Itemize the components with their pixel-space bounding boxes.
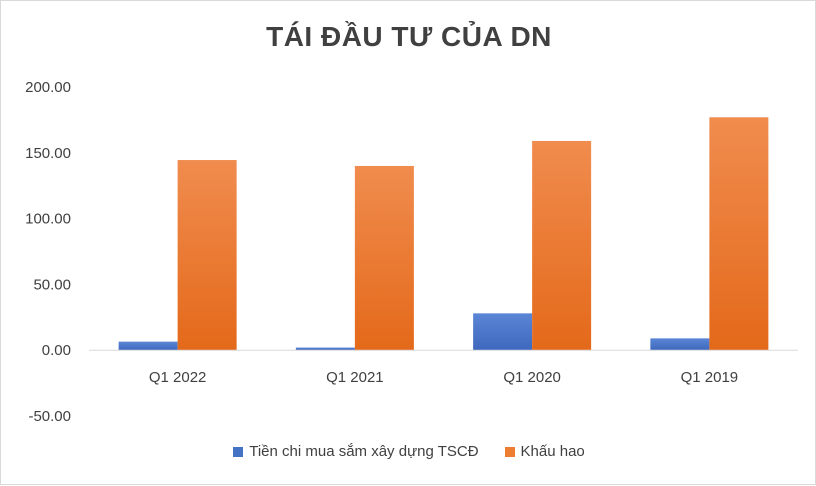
legend-item-series-2: Khấu hao (504, 443, 585, 460)
legend-label-series-1: Tiền chi mua sắm xây dựng TSCĐ (249, 443, 479, 460)
legend-label-series-2: Khấu hao (520, 443, 585, 460)
chart-title: TÁI ĐẦU TƯ CỦA DN (266, 21, 552, 52)
y-tick-label: 100.00 (25, 211, 71, 228)
legend-swatch-orange (504, 446, 515, 457)
y-tick-label: 0.00 (42, 342, 71, 359)
bar-tscd-q1-2021 (295, 347, 355, 351)
legend-swatch-blue (233, 446, 244, 457)
x-tick-label: Q1 2020 (503, 369, 561, 386)
bar-khau-hao-q1-2021 (354, 165, 414, 351)
bar-tscd-q1-2020 (473, 313, 533, 351)
x-tick-label: Q1 2022 (149, 369, 207, 386)
legend-item-series-1: Tiền chi mua sắm xây dựng TSCĐ (233, 443, 479, 460)
x-tick-label: Q1 2019 (681, 369, 739, 386)
legend: Tiền chi mua sắm xây dựng TSCĐ Khấu hao (1, 443, 816, 460)
y-tick-label: 200.00 (25, 79, 71, 96)
bar-khau-hao-q1-2020 (532, 140, 592, 351)
y-tick-label: -50.00 (28, 408, 71, 425)
bar-khau-hao-q1-2019 (709, 117, 769, 351)
y-tick-label: 50.00 (33, 276, 71, 293)
x-tick-label: Q1 2021 (326, 369, 384, 386)
bar-khau-hao-q1-2022 (177, 160, 237, 351)
y-tick-label: 150.00 (25, 145, 71, 162)
bar-tscd-q1-2019 (650, 338, 710, 351)
bar-tscd-q1-2022 (118, 341, 178, 351)
